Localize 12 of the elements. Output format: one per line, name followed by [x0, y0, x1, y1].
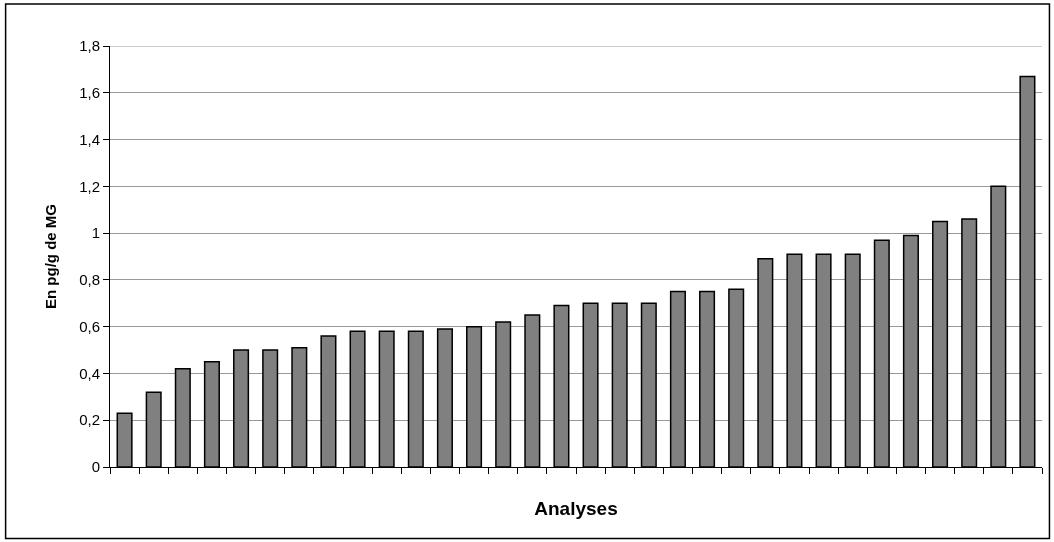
y-tick-label: 1,4: [79, 130, 100, 148]
y-tick-label: 0,6: [79, 317, 100, 335]
y-tick-label: 1,6: [79, 84, 100, 102]
y-tick-label: 1: [91, 224, 100, 242]
y-tick-label: 0,8: [79, 271, 100, 289]
y-axis-title: En pg/g de MG: [42, 204, 60, 309]
y-tick-label: 0: [91, 458, 100, 476]
y-tick-label: 0,4: [79, 364, 100, 382]
y-tick-label: 1,8: [79, 37, 100, 55]
x-axis-title: Analyses: [534, 497, 618, 519]
y-tick-label: 0,2: [79, 411, 100, 429]
y-tick-label: 1,2: [79, 177, 100, 195]
